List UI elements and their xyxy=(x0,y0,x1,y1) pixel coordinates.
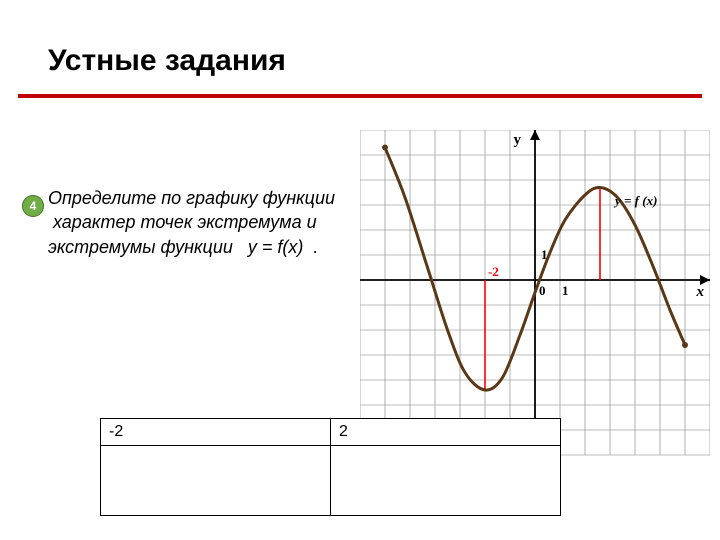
answer-table: -2 2 xyxy=(100,418,561,516)
table-cell xyxy=(101,446,331,516)
function-graph: у х 0 1 1 -2 y = f (x) xyxy=(360,130,710,460)
table-row: -2 2 xyxy=(101,419,561,446)
svg-text:-2: -2 xyxy=(488,264,499,279)
table-cell: -2 xyxy=(101,419,331,446)
svg-text:1: 1 xyxy=(541,247,548,262)
task-number-badge: 4 xyxy=(22,195,44,217)
svg-text:0: 0 xyxy=(539,283,546,298)
page-title: Устные задания xyxy=(48,44,286,78)
svg-text:1: 1 xyxy=(562,283,569,298)
function-graph-svg: у х 0 1 1 -2 y = f (x) xyxy=(360,130,710,460)
svg-text:у: у xyxy=(514,132,522,148)
task-text: Определите по графику функции характер т… xyxy=(48,186,348,259)
table-cell xyxy=(331,446,561,516)
svg-text:y = f (x): y = f (x) xyxy=(613,193,657,208)
svg-text:х: х xyxy=(696,284,705,300)
table-cell: 2 xyxy=(331,419,561,446)
title-underline xyxy=(18,94,702,98)
table-row xyxy=(101,446,561,516)
